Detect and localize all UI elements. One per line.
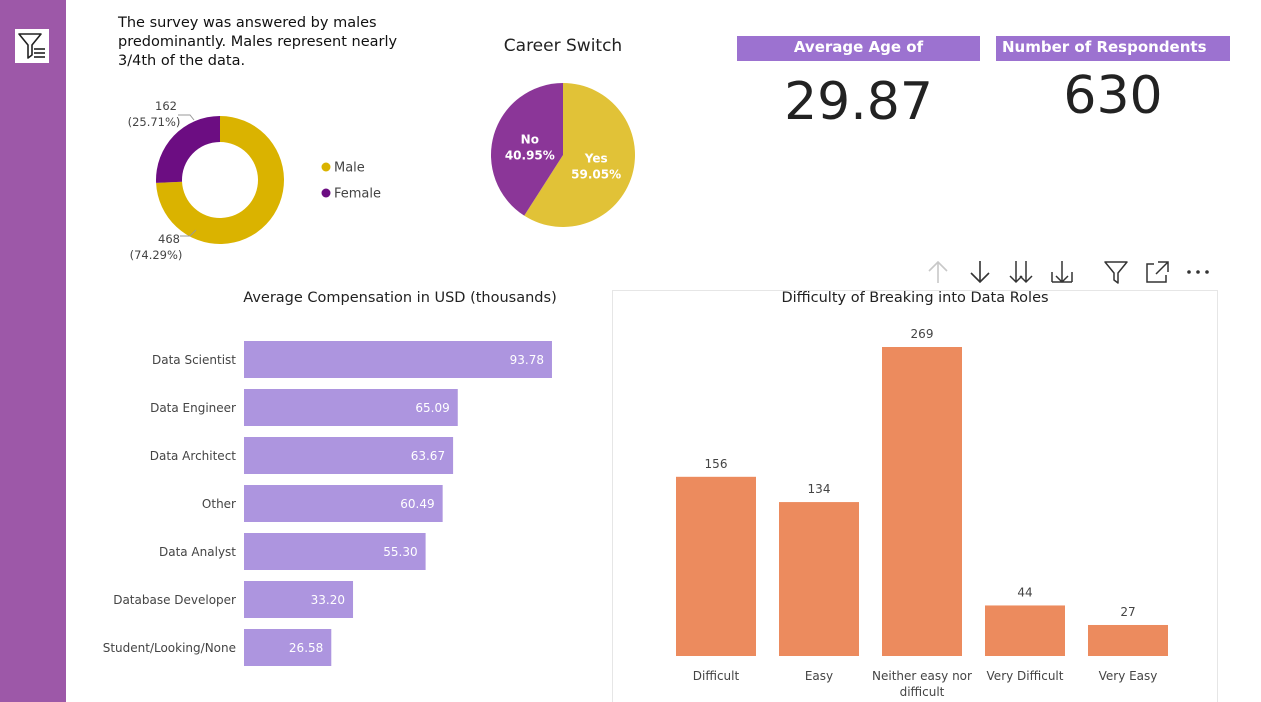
compensation-bar	[244, 341, 552, 378]
bar-value-label: 63.67	[411, 449, 445, 463]
donut-percent-label: (74.29%)	[130, 248, 183, 262]
pie-label-yes: Yes	[584, 152, 608, 166]
y-axis-category-label: Data Engineer	[150, 401, 236, 415]
donut-slice-female	[156, 116, 220, 183]
donut-percent-label: (25.71%)	[128, 115, 181, 129]
bar-value-label: 156	[705, 457, 728, 471]
donut-slice-male	[156, 116, 284, 245]
bar-value-label: 55.30	[383, 545, 417, 559]
double-arrow-down-icon[interactable]	[1008, 258, 1034, 286]
leader-line	[178, 114, 195, 121]
difficulty-bar	[779, 502, 859, 656]
compensation-chart-title: Average Compensation in USD (thousands)	[243, 290, 557, 306]
x-axis-category-label: Difficult	[693, 669, 740, 683]
pie-value-label: 40.95%	[505, 148, 555, 162]
bar-value-label: 33.20	[311, 593, 345, 607]
focus-mode-icon[interactable]	[1144, 258, 1170, 286]
compensation-bar	[244, 533, 426, 570]
compensation-bar	[244, 581, 354, 618]
career-switch-title: Career Switch	[503, 36, 623, 56]
compensation-bar	[244, 437, 454, 474]
respondents-header: Number of Respondents	[996, 36, 1230, 61]
donut-value-label: 162	[155, 99, 177, 113]
compensation-bar	[244, 389, 458, 426]
difficulty-bar-chart[interactable]: 156 Difficult 134 Easy 269 Neither easy nor di…	[612, 315, 1218, 702]
legend-marker-male	[321, 162, 331, 172]
legend-marker-female	[321, 188, 331, 198]
donut-value-label: 468	[158, 232, 180, 246]
pie-slice-no	[491, 83, 563, 216]
x-axis-category-label: Easy	[805, 669, 833, 683]
legend-label-female: Female	[334, 187, 381, 202]
pie-label-no: No	[521, 132, 539, 146]
gender-donut-chart[interactable]: 162 (25.71%) 468 (74.29%) Male Female	[100, 90, 400, 270]
narrative-text: The survey was answered by males predomi…	[118, 15, 398, 69]
bar-value-label: 27	[1120, 605, 1135, 619]
difficulty-chart-title: Difficulty of Breaking into Data Roles	[781, 290, 1049, 306]
pie-slice-yes	[524, 83, 635, 227]
more-options-icon[interactable]	[1185, 258, 1211, 286]
difficulty-bar	[1088, 624, 1168, 656]
filter-pane-button[interactable]	[15, 29, 49, 63]
bar-value-label: 134	[808, 482, 831, 496]
difficulty-bar	[676, 476, 756, 656]
y-axis-category-label: Data Scientist	[152, 353, 236, 367]
filter-icon[interactable]	[1103, 258, 1129, 286]
x-axis-category-label: Very Easy	[1099, 669, 1158, 683]
sidebar	[0, 0, 66, 702]
bar-value-label: 26.58	[289, 641, 323, 655]
y-axis-category-label: Data Architect	[150, 449, 237, 463]
legend-label-male: Male	[334, 161, 365, 176]
compensation-bar-chart[interactable]: Data Scientist 93.78 Data Engineer 65.09 Dat…	[70, 330, 610, 680]
arrow-down-icon[interactable]	[967, 258, 993, 286]
difficulty-bar	[882, 347, 962, 656]
difficulty-bar	[985, 605, 1065, 656]
avg-age-header: Average Age of Respondents	[737, 36, 980, 78]
x-axis-category-label: difficult	[900, 685, 945, 699]
leader-line	[180, 229, 197, 237]
x-axis-category-label: Neither easy nor	[872, 669, 972, 683]
x-axis-category-label: Very Difficult	[987, 669, 1064, 683]
pie-value-label: 59.05%	[571, 168, 621, 182]
career-switch-pie-chart[interactable]: Yes 59.05% No 40.95%	[480, 72, 650, 242]
respondents-value: 630	[1063, 66, 1163, 126]
y-axis-category-label: Data Analyst	[159, 545, 236, 559]
y-axis-category-label: Database Developer	[113, 593, 236, 607]
expand-hierarchy-icon[interactable]	[1049, 258, 1075, 286]
bar-value-label: 44	[1017, 585, 1032, 599]
bar-value-label: 60.49	[400, 497, 434, 511]
bar-value-label: 93.78	[510, 353, 544, 367]
avg-age-value: 29.87	[784, 72, 933, 132]
y-axis-category-label: Other	[202, 497, 236, 511]
filter-pane-icon	[18, 33, 45, 59]
bar-value-label: 65.09	[415, 401, 449, 415]
compensation-bar	[244, 629, 332, 666]
difficulty-chart-frame	[612, 290, 1218, 702]
arrow-up-icon[interactable]	[925, 258, 951, 286]
bar-value-label: 269	[911, 327, 934, 341]
y-axis-category-label: Student/Looking/None	[103, 641, 236, 655]
compensation-bar	[244, 485, 443, 522]
